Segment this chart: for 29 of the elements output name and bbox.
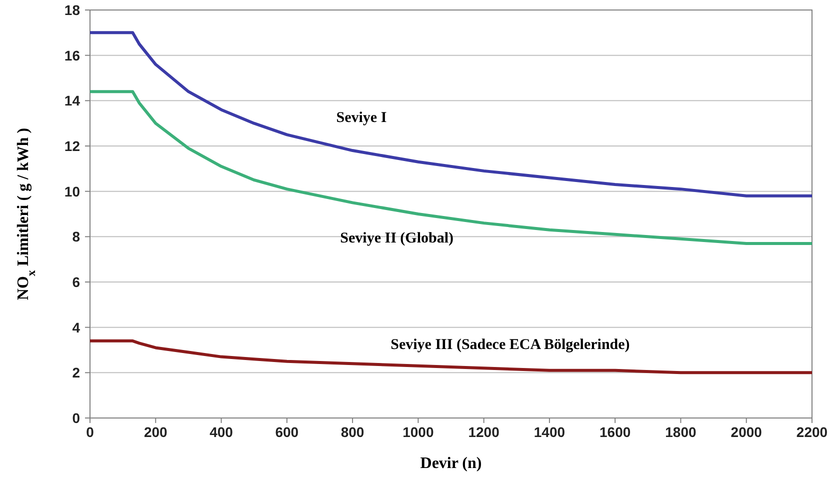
annotation: Seviye II (Global) [340, 230, 454, 246]
x-tick-label: 400 [210, 424, 234, 440]
line-series [88, 339, 814, 374]
y-tick-label: 6 [72, 274, 80, 290]
y-tick-label: 10 [64, 183, 80, 200]
y-tick-label: 0 [72, 410, 80, 426]
annotation: Seviye I [336, 110, 387, 126]
y-tick-label: 2 [72, 364, 80, 381]
y-tick-label: 8 [72, 228, 80, 245]
x-tick-label: 1800 [665, 424, 697, 440]
x-tick-label: 1600 [600, 424, 631, 440]
y-tick-label: 14 [64, 92, 80, 109]
x-tick-label: 1200 [468, 424, 500, 440]
x-tick-label: 200 [144, 424, 168, 440]
line-series [88, 90, 814, 245]
x-axis-title: Devir (n) [420, 455, 482, 472]
x-tick-label: 600 [275, 424, 299, 440]
y-tick-label: 16 [64, 47, 80, 64]
x-tick-label: 2000 [730, 424, 762, 440]
y-tick-label: 18 [64, 2, 80, 18]
y-tick-label: 4 [72, 319, 80, 336]
x-tick-label: 1000 [402, 424, 434, 440]
x-tick-label: 0 [86, 424, 94, 440]
x-tick-label: 800 [340, 424, 364, 440]
x-tick-label: 2200 [796, 424, 828, 440]
annotation: Seviye III (Sadece ECA Bölgelerinde) [390, 337, 630, 354]
line-series [88, 31, 814, 198]
y-tick-label: 12 [64, 138, 80, 154]
x-tick-label: 1400 [534, 424, 566, 440]
